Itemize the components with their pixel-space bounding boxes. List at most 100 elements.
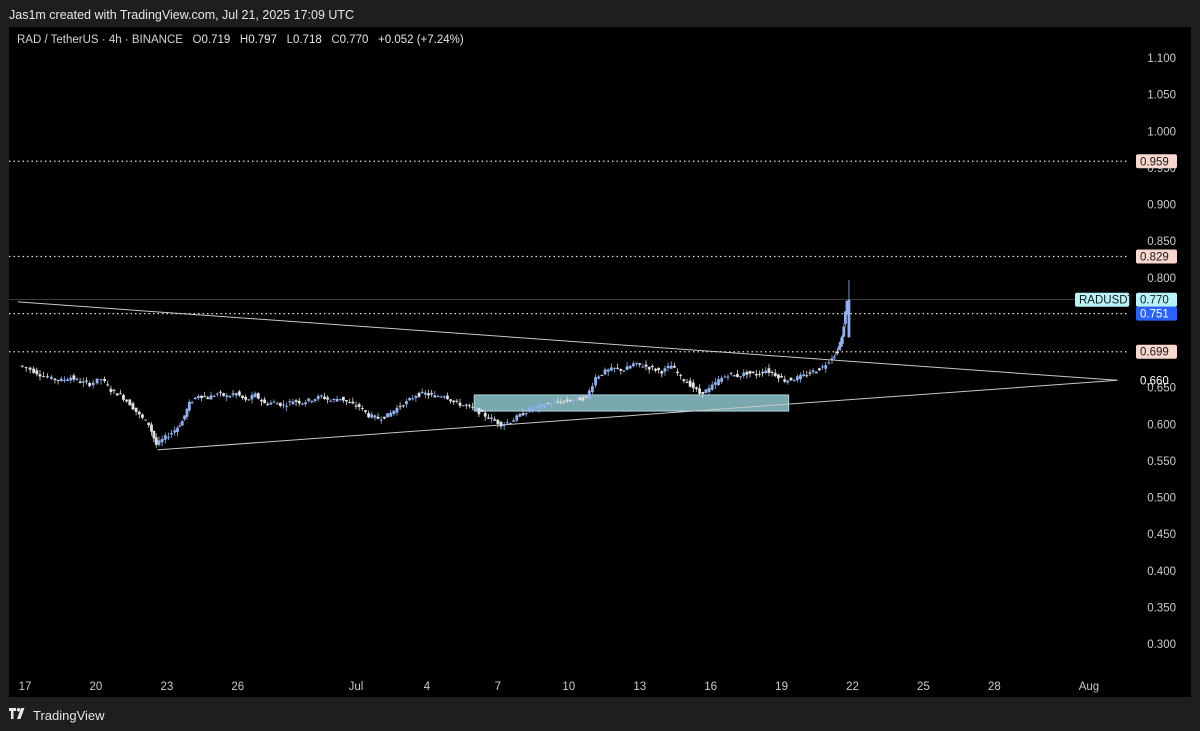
candle-body [707, 387, 711, 393]
candle-body [389, 412, 393, 417]
candle-body [266, 403, 270, 405]
y-tick-label: 0.300 [1147, 639, 1176, 651]
candle-body [193, 397, 197, 400]
candle-body [625, 366, 629, 370]
candle-body [688, 380, 692, 387]
candle-body [341, 396, 345, 401]
candle-body [20, 365, 24, 367]
candle-body [439, 396, 443, 398]
candle-body [260, 399, 263, 402]
candle-body [546, 403, 550, 405]
candle-body [228, 396, 232, 398]
candle-body [840, 336, 844, 345]
candle-body [818, 368, 821, 371]
candle-body [32, 368, 36, 373]
ascending-trendline [157, 379, 1118, 451]
candle-body [550, 404, 553, 406]
symbol-label[interactable]: RAD / TetherUS · 4h · BINANCE [17, 34, 183, 46]
candle-body [568, 400, 572, 402]
candle-body [537, 404, 541, 409]
candle-body [487, 417, 490, 419]
candle-body [764, 370, 768, 374]
candle-body [758, 373, 761, 375]
candle-body [35, 370, 39, 375]
candle-body [824, 365, 828, 369]
candle-body [187, 401, 191, 411]
candle-body [468, 405, 471, 407]
candle-body [85, 380, 88, 382]
symbol-tag: RADUSDT [1079, 295, 1135, 307]
candle-body [163, 435, 167, 440]
candle-body [748, 370, 752, 374]
candle-body [118, 393, 122, 395]
candle-body [319, 395, 323, 397]
candle-body [837, 346, 841, 350]
candle-body [81, 381, 85, 383]
candle-body [739, 376, 742, 378]
y-tick-label: 1.000 [1147, 126, 1176, 138]
candle-body [272, 401, 276, 403]
candle-body [237, 391, 241, 396]
candle-body [836, 351, 839, 354]
candle-body [638, 363, 642, 365]
candle-body [581, 397, 585, 401]
candle-body [783, 379, 787, 382]
candle-body [565, 399, 569, 402]
symbol-tag-bg [1075, 292, 1130, 307]
candle-body [275, 403, 279, 405]
candle-body [521, 413, 525, 416]
candle-body [799, 374, 802, 380]
candle-body [420, 391, 424, 394]
y-tick-label: 0.600 [1147, 419, 1176, 431]
candle-body [411, 398, 415, 400]
candle-body [379, 419, 383, 421]
close-label: C [331, 34, 340, 46]
candle-body [38, 374, 42, 377]
brand-name: TradingView [33, 707, 105, 723]
candle-body [723, 376, 727, 378]
candle-body [742, 372, 746, 376]
candle-body [433, 395, 437, 398]
price-chart[interactable]: 1.1001.0501.0000.9500.9000.8500.8000.750… [9, 27, 1191, 697]
support-zone-rect [473, 394, 790, 412]
candle-body [326, 397, 330, 400]
candle-body [493, 419, 497, 421]
candle-body [442, 396, 446, 398]
candle-body [518, 413, 522, 417]
candle-body [63, 379, 66, 381]
candle-body [323, 396, 326, 399]
candle-body [584, 396, 588, 398]
candle-body [160, 438, 164, 443]
chart-pane[interactable]: 1.1001.0501.0000.9500.9000.8500.8000.750… [9, 27, 1191, 697]
candle-body [345, 400, 348, 402]
candle-body [717, 379, 720, 386]
x-tick-label: 20 [90, 681, 103, 693]
candle-body [606, 369, 610, 372]
candle-body [515, 415, 519, 421]
candle-body [591, 386, 594, 393]
candle-body [672, 365, 676, 368]
candle-body [458, 402, 462, 406]
open-value: 0.719 [201, 34, 231, 46]
candle-body [587, 390, 591, 399]
candle-body [335, 399, 339, 402]
candle-body [234, 393, 238, 396]
candle-body [170, 433, 173, 435]
candle-body [830, 358, 834, 360]
countdown-tag-bg [1136, 306, 1177, 321]
candle-body [176, 427, 179, 433]
candle-body [147, 422, 151, 426]
candle-body [663, 368, 667, 372]
candle-body [150, 424, 153, 432]
candle-body [427, 393, 430, 396]
candle-body [534, 406, 538, 408]
candle-body [792, 380, 796, 382]
candle-body [795, 376, 799, 381]
candle-body [562, 400, 566, 402]
candle-body [773, 372, 777, 377]
candle-body [392, 410, 396, 415]
candle-body [376, 416, 380, 419]
candle-body [209, 395, 213, 400]
candle-body [144, 419, 147, 421]
level-tag-0829: 0.829 [1140, 252, 1169, 264]
